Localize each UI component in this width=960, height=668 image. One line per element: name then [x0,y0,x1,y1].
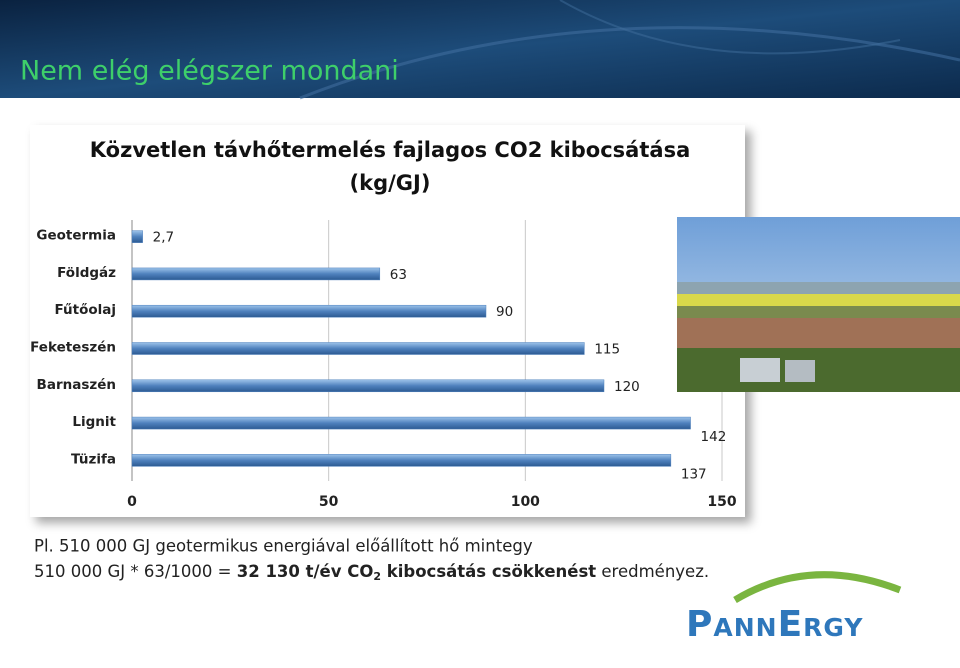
text: 510 000 GJ * 63/1000 = [34,562,237,581]
photo [677,217,960,392]
x-tick-label: 100 [511,494,540,510]
text: 2 [373,570,381,583]
bar [131,230,143,243]
bar [131,379,605,393]
data-label: 115 [594,342,620,358]
header-deco [299,26,960,100]
data-label: 63 [390,267,407,283]
y-tick-label: Geotermia [36,228,116,244]
body-text: 510 000 GJ * 63/1000 = 32 130 t/év CO2 k… [34,562,709,584]
logo-arc [733,571,902,604]
x-tick-label: 0 [127,494,137,510]
chart-subtitle: (kg/GJ) [350,171,431,195]
bar [131,454,672,467]
data-label: 120 [614,379,640,395]
bar [131,342,585,355]
y-tick-label: Lignit [72,414,116,430]
header-band [0,0,960,98]
bar [131,304,487,318]
x-tick-label: 50 [319,494,339,510]
bar [131,267,381,281]
data-label: 2,7 [153,230,174,246]
text: eredményez. [596,562,709,581]
data-label: 137 [681,466,707,482]
y-tick-label: Tüzifa [71,451,116,467]
header-deco [559,0,901,55]
y-tick-label: Barnaszén [37,377,116,393]
data-label: 142 [701,429,727,445]
y-tick-label: Fűtőolaj [54,302,116,318]
y-tick-label: Földgáz [57,265,116,281]
data-label: 90 [496,304,513,320]
chart-title: Közvetlen távhőtermelés fajlagos CO2 kib… [90,138,690,162]
slide-title: Nem elég elégszer mondani [20,56,399,87]
body-text: Pl. 510 000 GJ geotermikus energiával el… [34,537,533,556]
logo: PannErgy [686,604,864,645]
y-tick-label: Feketeszén [30,340,116,356]
chart-panel [30,125,745,517]
x-tick-label: 150 [707,494,736,510]
bar [131,416,691,430]
text: 32 130 t/év CO [237,562,374,581]
text: kibocsátás csökkenést [381,562,596,581]
